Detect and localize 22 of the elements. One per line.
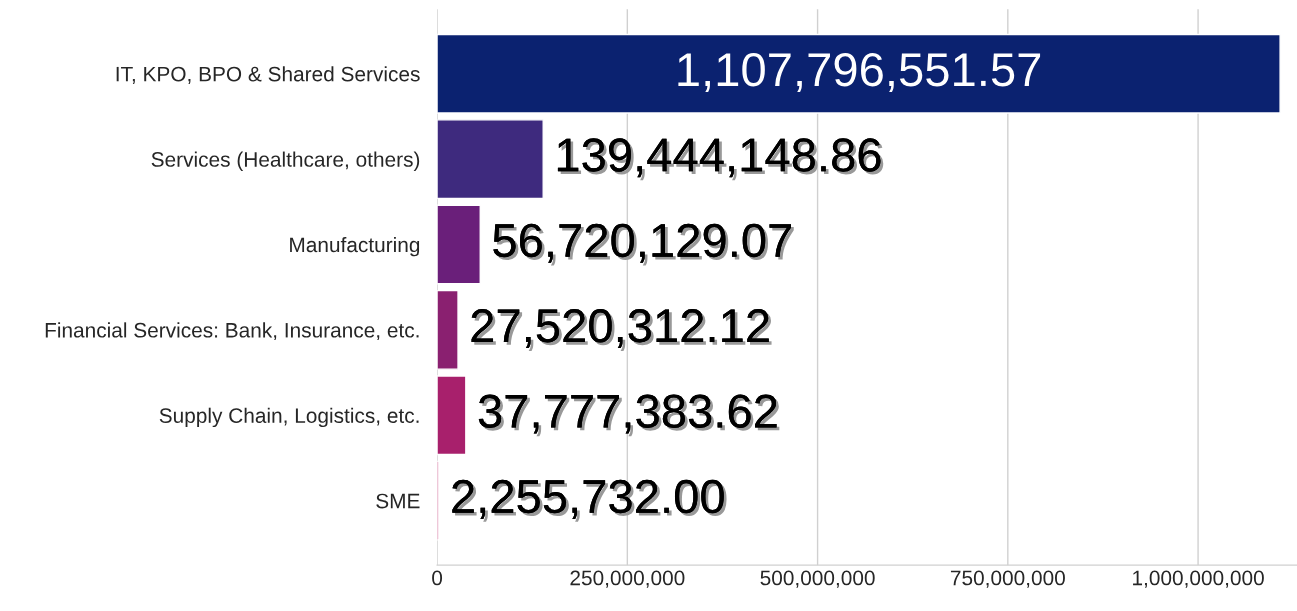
y-tick-label: Services (Healthcare, others)	[151, 151, 420, 171]
data-label: 27,520,312.12	[471, 309, 772, 351]
y-tick-label: IT, KPO, BPO & Shared Services	[116, 66, 420, 84]
bar	[437, 289, 459, 370]
data-label: 2,255,732.00	[452, 479, 727, 522]
data-label: 56,720,129.07	[493, 223, 794, 266]
x-tick-label: 0	[432, 570, 443, 586]
bar	[437, 204, 481, 285]
x-tick-label: 750,000,000	[950, 570, 1065, 588]
x-tick-label: 500,000,000	[760, 570, 875, 588]
data-label: 139,444,148.86	[557, 138, 884, 181]
y-tick-label: SME	[376, 493, 420, 509]
bar	[437, 375, 467, 456]
data-label: 37,777,383.62	[478, 394, 780, 437]
data-label: 1,107,796,551.57	[678, 52, 1041, 92]
x-tick-label: 250,000,000	[570, 570, 685, 588]
bar	[437, 33, 1281, 114]
bar	[437, 119, 544, 200]
x-tick-label: 1,000,000,000	[1133, 570, 1264, 588]
y-tick-label: Supply Chain, Logistics, etc.	[159, 407, 419, 428]
y-tick-label: Financial Services: Bank, Insurance, etc.	[45, 322, 419, 341]
y-tick-label: Manufacturing	[290, 236, 420, 257]
